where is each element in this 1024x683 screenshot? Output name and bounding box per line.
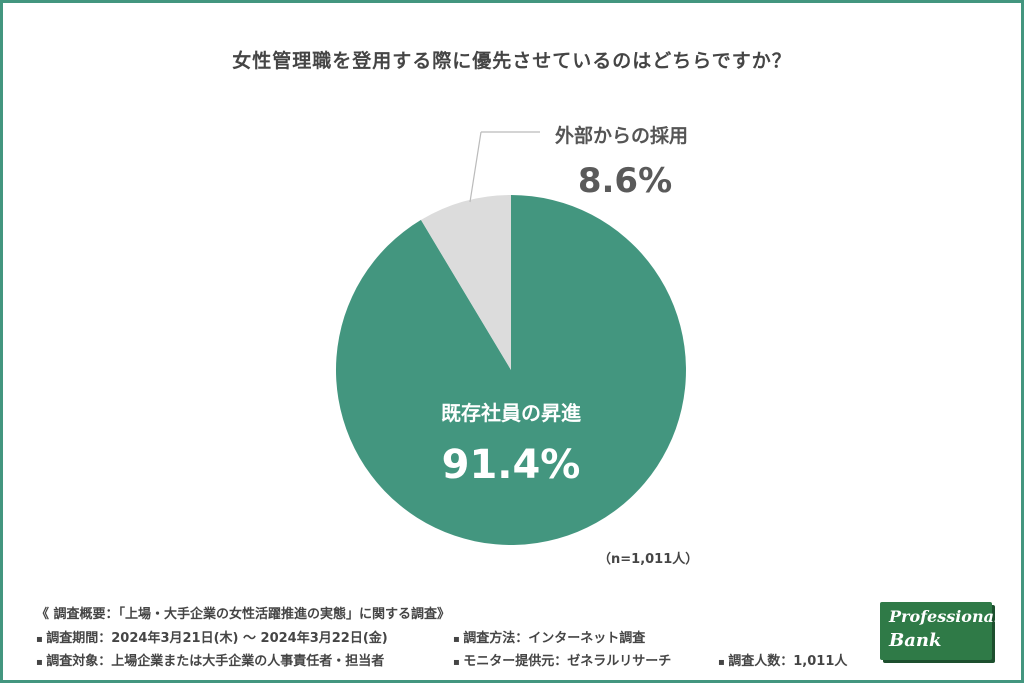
slice-value-internal-promotion: 91.4% [442, 442, 581, 488]
logo-line-1: Professional [889, 607, 1001, 626]
pie-slice-external-hire [420, 195, 511, 370]
survey-provider: モニター提供元：ゼネラルリサーチ [453, 650, 671, 669]
survey-target: 調査対象：上場企業または大手企業の人事責任者・担当者 [36, 650, 384, 669]
slice-value-external-hire: 8.6% [578, 161, 672, 201]
logo-line-2: Bank [889, 630, 942, 651]
label-leader-line [469, 131, 482, 203]
chart-title: 女性管理職を登用する際に優先させているのはどちらですか？ [232, 50, 792, 72]
survey-heading: 《 調査概要：「上場・大手企業の女性活躍推進の実態」に関する調査》 [36, 607, 451, 622]
slice-label-internal-promotion: 既存社員の昇進 [441, 401, 581, 425]
professional-bank-logo: Professional Bank [880, 602, 1000, 660]
slice-label-external-hire: 外部からの採用 [555, 124, 688, 147]
pie-slice-internal-promotion [335, 195, 686, 545]
sample-size-note: （n=1,011人） [598, 552, 699, 567]
survey-period: 調査期間：2024年3月21日(木) 〜 2024年3月22日(金) [36, 627, 387, 646]
survey-method: 調査方法：インターネット調査 [453, 627, 645, 646]
survey-count: 調査人数：1,011人 [718, 650, 847, 669]
